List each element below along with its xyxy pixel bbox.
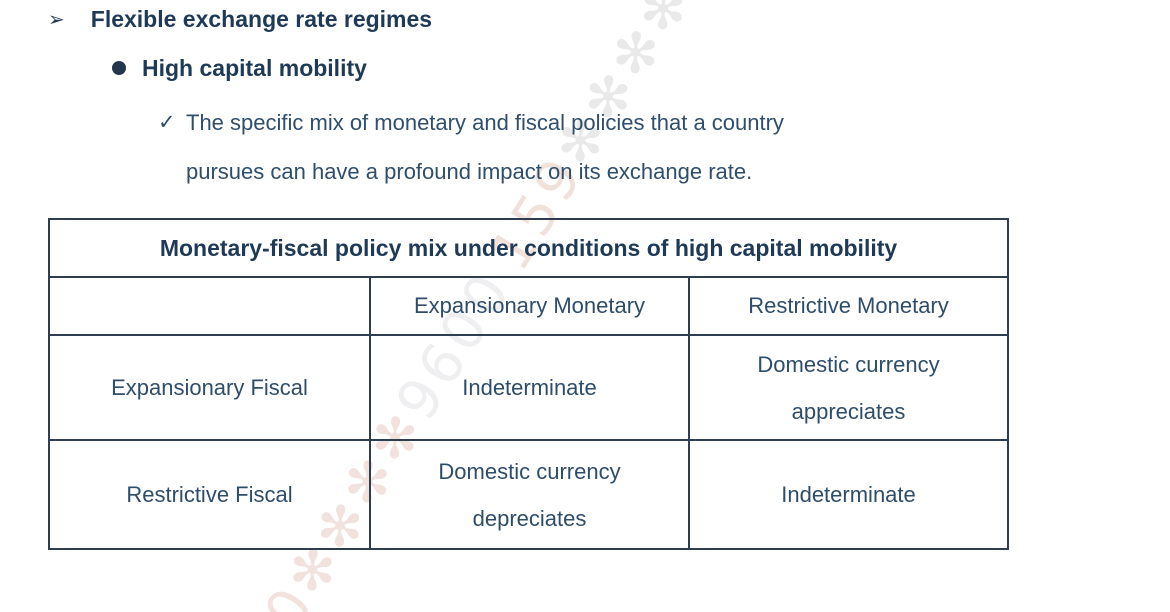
bullet-level2: High capital mobility (112, 55, 367, 81)
table-header-row: Expansionary Monetary Restrictive Moneta… (48, 276, 1010, 336)
cell-expfiscal-resmonetary: Domestic currency appreciates (687, 334, 1010, 441)
bullet-level1: ➢ Flexible exchange rate regimes (48, 6, 432, 32)
col-header-blank (48, 276, 371, 336)
arrowhead-bullet-icon: ➢ (48, 7, 65, 31)
cell-resfiscal-expmonetary: Domestic currency depreciates (369, 439, 690, 550)
checkmark-icon: ✓ (158, 110, 176, 134)
table-row-expansionary-fiscal: Expansionary Fiscal Indeterminate Domest… (48, 334, 1010, 441)
cell-text-line: appreciates (791, 398, 906, 424)
cell-text-line: Domestic currency (757, 351, 940, 377)
note-line: pursues can have a profound impact on it… (186, 159, 753, 184)
row-label-expansionary-fiscal: Expansionary Fiscal (48, 334, 371, 441)
cell-text-line: depreciates (472, 505, 587, 531)
bullet1-heading: Flexible exchange rate regimes (90, 6, 433, 32)
table-title: Monetary-fiscal policy mix under conditi… (47, 218, 1010, 278)
note-paragraph: The specific mix of monetary and fiscal … (186, 98, 784, 196)
col-header-expansionary-monetary: Expansionary Monetary (369, 276, 690, 336)
table-row-restrictive-fiscal: Restrictive Fiscal Domestic currency dep… (48, 439, 1010, 550)
policy-mix-table: Monetary-fiscal policy mix under conditi… (47, 218, 1010, 550)
bullet2-heading: High capital mobility (142, 55, 367, 81)
cell-resfiscal-resmonetary: Indeterminate (687, 439, 1010, 550)
table-title-row: Monetary-fiscal policy mix under conditi… (47, 218, 1010, 278)
circle-bullet-icon (112, 61, 126, 75)
cell-text-line: Domestic currency (438, 458, 621, 484)
cell-expfiscal-expmonetary: Indeterminate (369, 334, 690, 441)
col-header-restrictive-monetary: Restrictive Monetary (687, 276, 1010, 336)
row-label-restrictive-fiscal: Restrictive Fiscal (48, 439, 371, 550)
note-line: The specific mix of monetary and fiscal … (186, 110, 784, 135)
